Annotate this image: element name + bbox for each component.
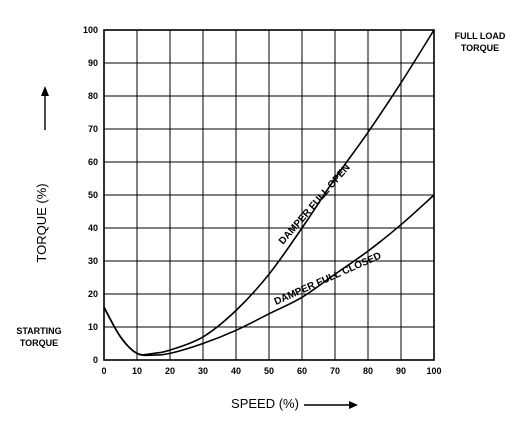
x-tick-label: 80 — [363, 366, 373, 376]
y-tick-label: 10 — [88, 322, 98, 332]
y-tick-label: 70 — [88, 124, 98, 134]
starting-torque-label-line-2: TORQUE — [20, 338, 58, 348]
x-tick-label: 20 — [165, 366, 175, 376]
y-tick-label: 30 — [88, 256, 98, 266]
x-tick-label: 40 — [231, 366, 241, 376]
x-tick-label: 60 — [297, 366, 307, 376]
x-axis-arrow-head — [349, 401, 358, 409]
x-tick-label: 50 — [264, 366, 274, 376]
x-tick-label: 90 — [396, 366, 406, 376]
y-tick-label: 80 — [88, 91, 98, 101]
y-tick-label: 60 — [88, 157, 98, 167]
series-layer — [103, 29, 435, 357]
x-axis-title: SPEED (%) — [231, 396, 299, 411]
y-axis-title: TORQUE (%) — [34, 183, 49, 262]
y-tick-label: 90 — [88, 58, 98, 68]
y-tick-label: 100 — [83, 25, 98, 35]
starting-torque-label-line-1: STARTING — [16, 326, 61, 336]
label-layer: 0 10 20 30 40 50 60 70 80 90 100 0 10 20 30 40 50 60 70 80 9… — [16, 25, 506, 411]
damper-full-closed-line — [103, 194, 435, 357]
damper-full-closed-label: DAMPER FULL CLOSED — [273, 251, 383, 308]
axes — [41, 29, 435, 409]
x-tick-label: 30 — [198, 366, 208, 376]
y-axis-arrow-head — [41, 86, 49, 96]
x-tick-label: 70 — [330, 366, 340, 376]
x-tick-label: 10 — [132, 366, 142, 376]
y-tick-label: 40 — [88, 223, 98, 233]
damper-full-open-label: DAMPER FULL OPEN — [277, 162, 353, 247]
full-load-torque-label-line-2: TORQUE — [461, 43, 499, 53]
y-tick-label: 20 — [88, 289, 98, 299]
x-tick-label: 100 — [426, 366, 441, 376]
full-load-torque-label-line-1: FULL LOAD — [455, 31, 506, 41]
y-tick-label: 0 — [93, 355, 98, 365]
x-tick-label: 0 — [101, 366, 106, 376]
y-tick-label: 50 — [88, 190, 98, 200]
grid — [104, 30, 434, 360]
